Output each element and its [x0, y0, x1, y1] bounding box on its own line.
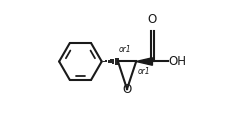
- Text: or1: or1: [137, 67, 150, 76]
- Text: O: O: [122, 83, 132, 96]
- Polygon shape: [136, 58, 152, 65]
- Text: O: O: [148, 13, 157, 26]
- Text: or1: or1: [119, 45, 131, 54]
- Text: OH: OH: [169, 55, 186, 68]
